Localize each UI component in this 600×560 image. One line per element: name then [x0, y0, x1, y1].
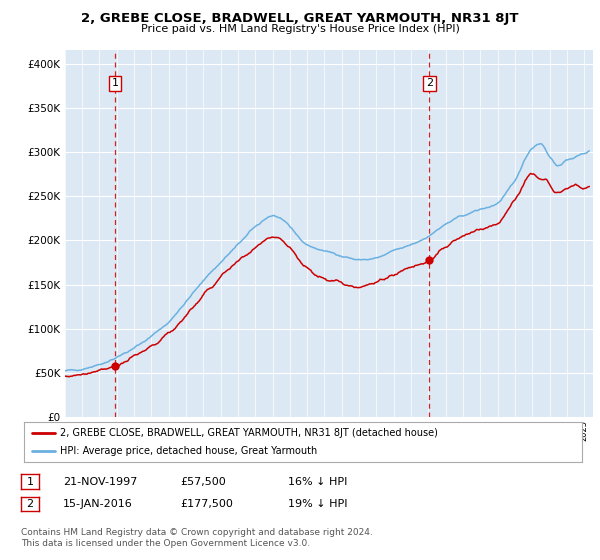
Text: Price paid vs. HM Land Registry's House Price Index (HPI): Price paid vs. HM Land Registry's House … [140, 24, 460, 34]
Text: Contains HM Land Registry data © Crown copyright and database right 2024.
This d: Contains HM Land Registry data © Crown c… [21, 528, 373, 548]
Text: 2, GREBE CLOSE, BRADWELL, GREAT YARMOUTH, NR31 8JT: 2, GREBE CLOSE, BRADWELL, GREAT YARMOUTH… [81, 12, 519, 25]
Text: 16% ↓ HPI: 16% ↓ HPI [288, 477, 347, 487]
Text: £177,500: £177,500 [180, 499, 233, 509]
Text: £57,500: £57,500 [180, 477, 226, 487]
Text: 2, GREBE CLOSE, BRADWELL, GREAT YARMOUTH, NR31 8JT (detached house): 2, GREBE CLOSE, BRADWELL, GREAT YARMOUTH… [60, 428, 438, 437]
Text: 2: 2 [425, 78, 433, 88]
Text: HPI: Average price, detached house, Great Yarmouth: HPI: Average price, detached house, Grea… [60, 446, 317, 456]
Text: 19% ↓ HPI: 19% ↓ HPI [288, 499, 347, 509]
Text: 21-NOV-1997: 21-NOV-1997 [63, 477, 137, 487]
Text: 15-JAN-2016: 15-JAN-2016 [63, 499, 133, 509]
Text: 1: 1 [112, 78, 119, 88]
Text: 2: 2 [26, 499, 34, 509]
Text: 1: 1 [26, 477, 34, 487]
